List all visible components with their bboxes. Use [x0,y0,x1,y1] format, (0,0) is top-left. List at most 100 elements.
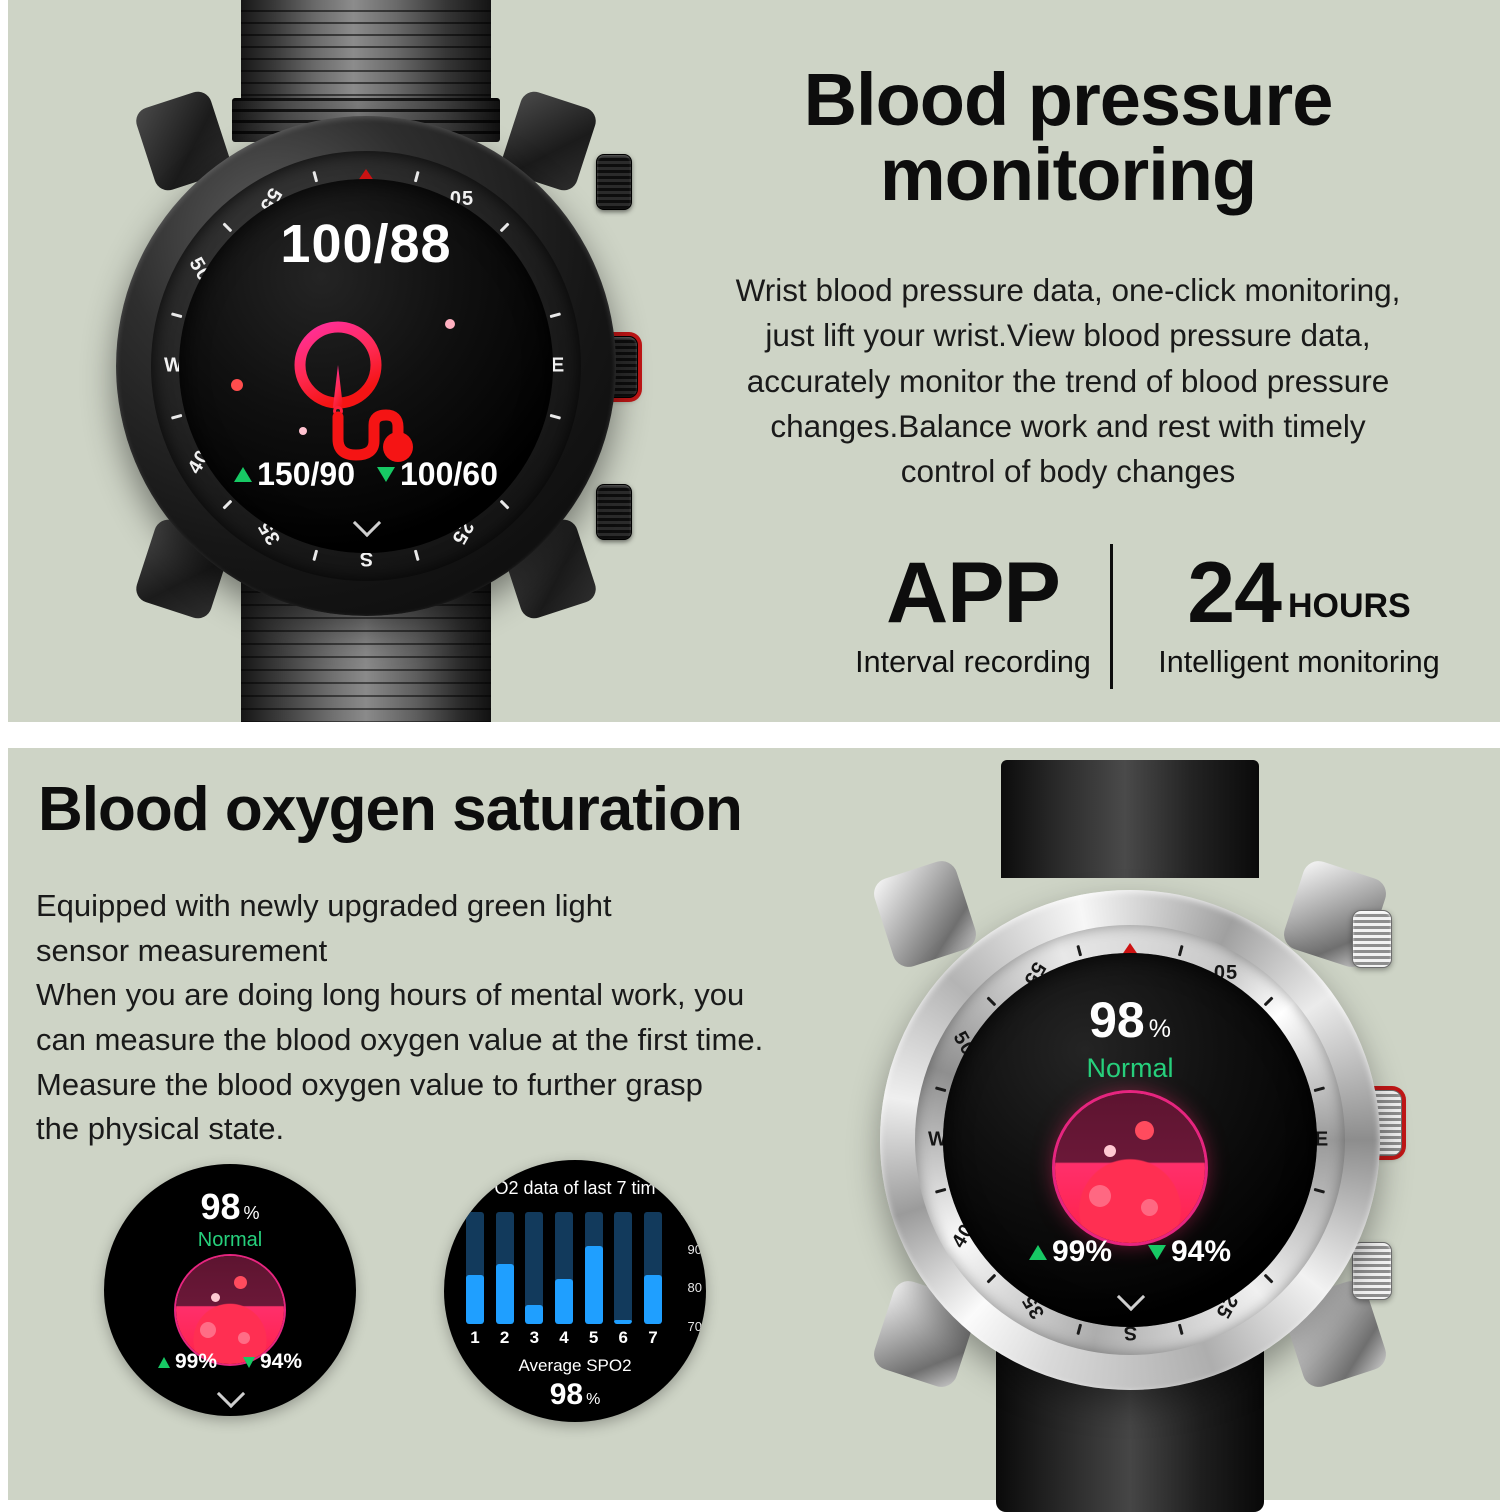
chart-y-axis: 100 90 80 70 [670,1203,702,1334]
feature-hours-unit: HOURS [1287,587,1411,625]
mini-spo2-high-value: 99% [174,1350,217,1373]
feature-app: APP [837,545,1109,642]
description-line: When you are doing long hours of mental … [36,977,745,1013]
chart-y-label: 70 [687,1319,702,1334]
feature-app-caption: Interval recording [855,645,1091,679]
bezel-dash [1177,1323,1184,1336]
chart-bar-fill [466,1275,484,1324]
feature-captions-row: Interval recording Intelligent monitorin… [833,645,1493,680]
watch-top-button[interactable] [596,154,632,210]
chart-bar-fill [643,1275,662,1324]
spo2-high-value: 99% [1051,1235,1112,1268]
chart-plot-area [466,1212,662,1324]
chart-x-label: 6 [618,1328,629,1347]
spo2-unit: % [1148,1015,1171,1043]
chart-bar [525,1212,544,1324]
bp-current-reading: 100/88 [280,214,452,274]
mini-spo2-value: 98 [200,1186,241,1227]
feature-hours: 24 HOURS [1109,550,1489,636]
bp-high-item: 150/90 [234,456,355,493]
feature-app-value: APP [886,545,1061,642]
bezel-dash [934,1086,947,1093]
blood-drop-icon [1055,1093,1205,1243]
bezel-dash [1263,1273,1274,1284]
spo2-header: 98% Normal [943,991,1317,1084]
bezel-dash [1076,944,1083,957]
bezel-dash [1313,1086,1326,1093]
bp-high-value: 150/90 [257,456,355,492]
watch-screen-blood-oxygen[interactable]: 98% Normal 99% 94% [943,953,1317,1327]
bezel-mark-w: W [164,354,184,377]
bezel-dash [312,170,319,183]
chart-bar-fill [495,1264,514,1324]
watch-bottom-button[interactable] [1352,1242,1392,1300]
chart-bar [554,1212,573,1324]
description-line: can measure the blood oxygen value at th… [36,1021,764,1057]
watch-top-button[interactable] [1352,910,1392,968]
watch-screen-blood-pressure[interactable]: 100/88 [179,179,553,553]
watch-black: 55 50 W 40 35 S 25 E 05 [86,0,646,722]
bezel-dash [170,413,183,420]
bezel-dash [413,549,420,562]
chart-x-label: 1 [470,1328,480,1347]
bezel-dash [222,499,233,510]
watch-silver: 55 50 W 40 35 S 25 E 05 [820,760,1440,1512]
bp-range-row: 150/90 100/60 [179,456,553,493]
watch-strap-top [1001,760,1259,878]
chart-footer-value-row: 98% [444,1378,706,1412]
chevron-down-icon[interactable] [1117,1292,1143,1305]
spo2-status: Normal [1086,1053,1174,1083]
chart-x-label: 2 [499,1328,510,1347]
chart-bar [466,1212,484,1324]
panel-divider [0,722,1500,748]
chevron-down-icon[interactable] [217,1389,243,1402]
spo2-value: 98 [1089,992,1145,1048]
blood-pressure-description: Wrist blood pressure data, one-click mon… [663,268,1473,495]
bezel-mark-e: E [1314,1128,1330,1151]
chart-footer-label: Average SPO2 [518,1356,632,1375]
mini-spo2-low-value: 94% [260,1350,303,1373]
blood-oxygen-description: Equipped with newly upgraded green light… [36,884,846,1152]
watch-bottom-button[interactable] [596,484,632,540]
bp-low-item: 100/60 [377,456,498,493]
mini-spo2-header: 98% Normal [104,1186,356,1252]
bezel-dash [1177,944,1184,957]
chart-bar [614,1212,633,1324]
feature-highlights: APP 24 HOURS Interval recording Intellig… [833,540,1493,695]
bezel-dash [934,1187,947,1194]
bezel-dash [986,1273,997,1284]
chart-bar [643,1212,662,1324]
chart-x-label: 4 [559,1328,569,1347]
feature-hours-caption: Intelligent monitoring [1158,645,1440,679]
chart-bar [584,1212,603,1324]
chart-bar-fill [614,1320,633,1324]
spo2-low-item: 94% [1148,1235,1231,1269]
chart-bar-fill [554,1279,573,1324]
arrow-down-icon [377,467,395,482]
chart-x-label: 7 [648,1328,658,1347]
feature-divider [1110,544,1113,689]
chart-x-label: 5 [588,1328,599,1347]
description-line: Measure the blood oxygen value to furthe… [36,1066,703,1102]
blood-drop-icon [176,1256,284,1364]
spo2-low-value: 94% [1171,1235,1232,1268]
chevron-down-icon[interactable] [353,518,379,531]
chart-title: O2 data of last 7 tim [494,1178,656,1198]
watch-case: 55 50 W 40 35 S 25 E 05 [116,116,616,616]
chart-y-label: 90 [687,1241,702,1257]
description-line: Equipped with newly upgraded green light [36,888,612,923]
bezel-dash [549,413,562,420]
bezel-dash [499,499,510,510]
description-line: control of body changes [900,453,1236,490]
description-line: sensor measurement [36,932,328,968]
arrow-up-icon [1028,1244,1047,1260]
arrow-down-icon [1148,1244,1166,1260]
page-title-blood-oxygen: Blood oxygen saturation [38,775,743,844]
description-line: the physical state. [36,1111,285,1147]
arrow-up-icon [234,467,253,482]
watch-case: 55 50 W 40 35 S 25 E 05 [880,890,1380,1390]
bezel-dash [549,312,562,319]
mini-screen-spo2[interactable]: 98% Normal 99% 94% [104,1164,356,1416]
arrow-down-icon [243,1356,255,1368]
